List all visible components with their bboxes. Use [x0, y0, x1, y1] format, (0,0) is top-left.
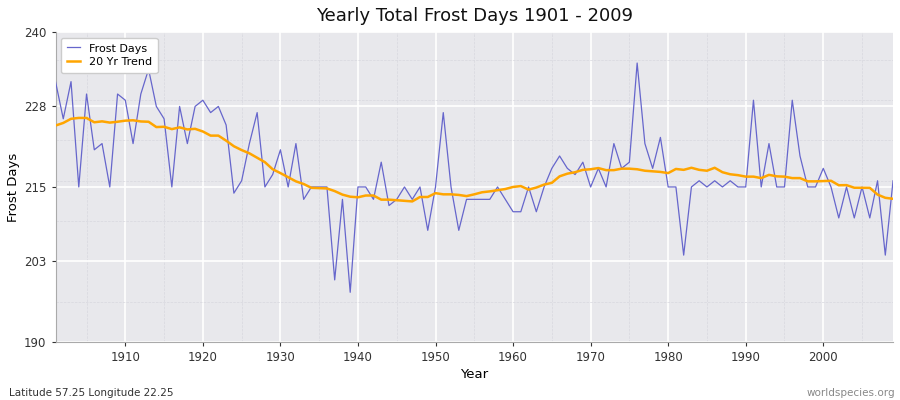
Line: Frost Days: Frost Days: [56, 63, 893, 292]
Frost Days: [608, 141, 619, 146]
Frost Days: [329, 278, 340, 282]
20 Yr Trend: [74, 116, 85, 120]
Frost Days: [516, 209, 526, 214]
20 Yr Trend: [50, 123, 61, 128]
Frost Days: [632, 61, 643, 66]
Text: Latitude 57.25 Longitude 22.25: Latitude 57.25 Longitude 22.25: [9, 388, 174, 398]
Y-axis label: Frost Days: Frost Days: [7, 152, 20, 222]
Title: Yearly Total Frost Days 1901 - 2009: Yearly Total Frost Days 1901 - 2009: [316, 7, 633, 25]
Frost Days: [112, 92, 123, 96]
Frost Days: [50, 79, 61, 84]
Text: worldspecies.org: worldspecies.org: [807, 388, 896, 398]
20 Yr Trend: [407, 199, 418, 204]
20 Yr Trend: [616, 166, 627, 171]
Legend: Frost Days, 20 Yr Trend: Frost Days, 20 Yr Trend: [61, 38, 158, 73]
Frost Days: [887, 178, 898, 183]
20 Yr Trend: [337, 192, 347, 197]
Line: 20 Yr Trend: 20 Yr Trend: [56, 118, 893, 202]
Frost Days: [283, 184, 293, 189]
Frost Days: [508, 209, 518, 214]
Frost Days: [345, 290, 356, 295]
20 Yr Trend: [516, 184, 526, 188]
20 Yr Trend: [523, 187, 534, 192]
X-axis label: Year: Year: [460, 368, 489, 381]
20 Yr Trend: [291, 179, 302, 184]
20 Yr Trend: [120, 118, 130, 123]
20 Yr Trend: [887, 196, 898, 201]
